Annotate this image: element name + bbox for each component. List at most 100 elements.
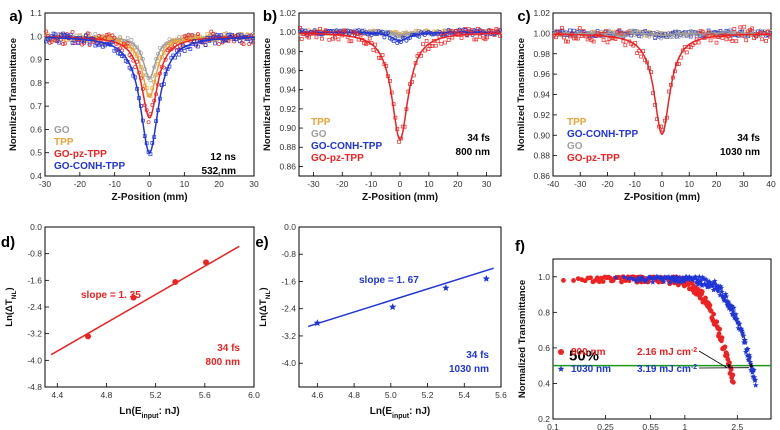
slope-label: slope = 1. 67 (359, 275, 419, 286)
data-point (740, 333, 747, 339)
x-tick-label: 0.55 (642, 422, 659, 430)
series-1030nm (613, 273, 759, 388)
panel-e: 4.6 4.8 5.0 5.2 5.4 5.6 -4.0 -3.2 -2.4 -1.6 -0.8 0.… (255, 222, 507, 420)
data-point (699, 289, 705, 295)
y-tick-label: -0.8 (27, 249, 42, 259)
data-point (211, 35, 215, 40)
y-tick-label: -1.6 (27, 275, 42, 285)
legend-entry: GO (567, 141, 583, 152)
data-point (688, 45, 693, 50)
data-point (70, 41, 75, 46)
data-point (746, 352, 753, 358)
data-point (62, 41, 67, 46)
data-point (709, 282, 716, 288)
x-tick-label: 10 (424, 179, 434, 189)
data-point (249, 39, 253, 44)
legend-marker (557, 365, 565, 372)
data-point (457, 29, 462, 34)
data-point (116, 51, 121, 56)
data-point (735, 319, 741, 325)
y-axis-label: Normlized Transmittance (262, 38, 273, 151)
y-tick-label: 0.0 (30, 222, 42, 232)
data-point (230, 33, 234, 37)
data-point (116, 47, 121, 52)
x-tick-label: 20 (712, 179, 722, 189)
data-point (61, 41, 66, 46)
data-point (633, 278, 639, 284)
data-point (670, 276, 676, 283)
data-point (130, 294, 137, 301)
data-point (735, 325, 742, 331)
x-axis-label: Ln(Einput: nJ) (119, 406, 179, 420)
data-point (247, 42, 252, 46)
data-point (650, 279, 656, 285)
data-point (653, 35, 658, 39)
y-tick-label: 0.4 (30, 171, 42, 181)
x-tick-label: -20 (74, 179, 87, 189)
panel-label: a) (9, 8, 22, 25)
y-axis-label: Normlized Transmittance (516, 38, 527, 151)
x-tick-label: -30 (39, 179, 52, 189)
data-point (589, 30, 594, 35)
data-point (237, 39, 242, 43)
data-point (220, 39, 225, 44)
data-point (454, 29, 458, 33)
data-point (723, 293, 730, 299)
y-tick-label: 0.86 (533, 171, 550, 181)
data-point (182, 49, 187, 53)
fit-line (45, 35, 254, 98)
fit-line (45, 36, 254, 154)
y-tick-label: -4.0 (281, 358, 296, 368)
x-axis-label: Z-Position (mm) (362, 192, 438, 203)
condition-label: 12 ns (210, 152, 236, 163)
data-point (766, 28, 770, 33)
y-tick-label: 1.1 (30, 8, 42, 18)
panel-label: c) (517, 8, 530, 25)
data-point (705, 283, 712, 290)
y-tick-label: 1.0 (538, 272, 550, 282)
data-point (85, 31, 90, 36)
data-point (672, 277, 679, 283)
data-point (648, 275, 655, 281)
data-point (594, 275, 600, 281)
data-point (391, 39, 396, 44)
data-point (575, 36, 580, 41)
data-point (63, 33, 67, 37)
y-tick-label: 0.6 (30, 124, 42, 134)
data-point (97, 34, 102, 38)
data-point (747, 360, 754, 367)
data-point (699, 282, 705, 288)
data-point (125, 41, 130, 46)
y-tick-label: 0.92 (279, 104, 296, 114)
data-point (125, 35, 130, 40)
y-axis-label: Ln(ΔTNL) (4, 287, 18, 326)
data-point (93, 31, 98, 36)
data-point (747, 359, 753, 365)
data-point (439, 41, 444, 46)
data-point (336, 37, 341, 42)
data-point (702, 33, 707, 38)
legend-entry: GO-CONH-TPP (311, 141, 382, 152)
legend-marker (558, 349, 564, 355)
condition-label: 34 fs (466, 350, 489, 361)
plot-frame (298, 226, 502, 388)
data-point (485, 35, 490, 40)
data-point (733, 311, 739, 317)
data-point (768, 34, 772, 39)
x-tick-label: 40 (766, 179, 776, 189)
data-point (571, 28, 576, 33)
data-point (307, 35, 311, 40)
data-point (724, 37, 729, 42)
data-point (677, 277, 683, 284)
data-point (600, 279, 606, 284)
x-tick-label: 30 (482, 179, 492, 189)
condition-label: 34 fs (737, 133, 760, 144)
data-point (577, 26, 582, 30)
data-point (566, 39, 570, 44)
series-GO-pz-TPP (298, 26, 502, 144)
data-point (695, 279, 702, 286)
fit-line (553, 32, 771, 37)
x-tick-label: 5.0 (385, 390, 397, 400)
data-point (110, 33, 115, 38)
data-point (146, 120, 151, 125)
